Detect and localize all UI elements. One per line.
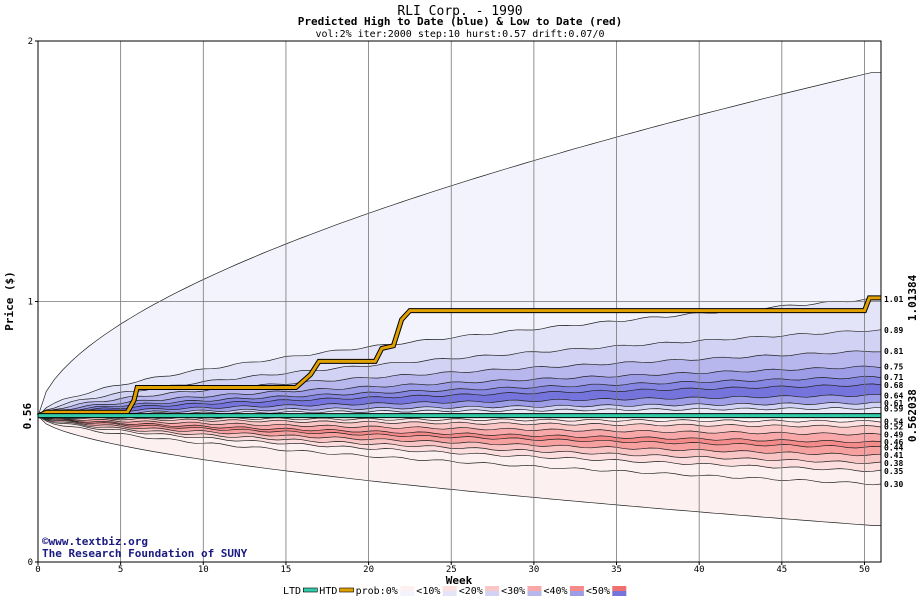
copyright-icon: © [42,535,49,548]
low-level-line [37,415,882,428]
level-label: 0.54 [884,417,903,426]
level-label: 0.46 [884,438,903,447]
legend-line-swatch [339,587,354,593]
level-label: 0.44 [884,443,903,452]
legend-swatch-high [442,591,457,596]
level-label: 0.41 [884,451,903,460]
legend-swatch-low [527,586,542,591]
high-level-line [37,383,882,417]
x-tick-label: 45 [776,565,787,575]
x-axis-label: Week [446,574,473,587]
level-label: 0.59 [884,404,903,413]
low-level-line [37,415,882,472]
low-level-line [37,415,882,444]
x-tick-label: 20 [363,565,374,575]
right-axis-value: 0.562038 [906,389,919,442]
legend-swatch-high [485,591,500,596]
high-level-line [37,401,882,417]
legend-label: <20% [459,586,483,597]
x-tick-label: 30 [528,565,539,575]
low-level-line [37,415,882,457]
legend-item: <50% [586,586,627,597]
x-tick-label: 10 [198,565,209,575]
level-label: 0.49 [884,430,903,439]
legend-item: <20% [459,586,500,597]
level-label: 0.75 [884,363,903,372]
legend-label: prob:0% [356,586,398,597]
grid [38,41,881,562]
legend-label: <10% [416,586,440,597]
low-level-line [37,415,882,449]
legend-label: HTD [319,586,337,597]
legend-swatch-high [569,591,584,596]
credit-org: The Research Foundation of SUNY [42,547,248,560]
level-label: 0.64 [884,391,903,400]
start-price-label: 0.56 [21,402,34,429]
legend-label: <40% [544,586,568,597]
legend-swatch-high [612,591,627,596]
legend-swatch-low [569,586,584,591]
y-axis-label: Price ($) [3,271,16,331]
low-level-line [37,415,882,465]
high-level-line [37,350,882,417]
probability-bands [37,71,882,526]
legend-item: <30% [501,586,542,597]
legend-line-swatch [302,587,318,593]
level-label: 0.81 [884,347,903,356]
level-label: 0.35 [884,467,903,476]
legend-swatch-low [442,586,457,591]
high-level-line [37,365,882,417]
x-tick-label: 50 [859,565,870,575]
legend-item: prob:0% [356,586,415,597]
legend-item: HTD [319,586,354,597]
low-level-line [37,415,881,526]
level-labels: 1.01 0.89 0.81 0.750.710.680.640.610.59 0.54… [884,295,903,489]
chart-params: vol:2% iter:2000 step:10 hurst:0.57 drif… [316,29,605,40]
x-tick-label: 15 [281,565,292,575]
chart-subtitle: Predicted High to Date (blue) & Low to D… [298,15,623,28]
low-level-line [37,415,882,486]
high-level-line [37,393,882,417]
y-tick-label: 1 [28,298,33,308]
legend-label: <50% [586,586,610,597]
high-level-line [37,71,881,417]
high-level-line [37,375,882,417]
x-tick-label: 25 [446,565,457,575]
chart-title: RLI Corp. - 1990 [397,4,522,19]
level-label: 0.61 [884,399,903,408]
y-axis-ticks: 0 1 2 [28,37,38,568]
level-label: 0.89 [884,326,903,335]
legend: LTD HTD prob:0% <10% <20% <30% <40% <50% [283,586,627,597]
legend-label: LTD [283,586,301,597]
level-label: 0.38 [884,459,903,468]
right-axis-values: 1.01384 0.562038 [906,274,919,442]
x-axis-ticks: 0 5 10 15 20 25 30 35 40 45 50 [35,562,870,575]
level-label: 1.01 [884,295,903,304]
x-tick-label: 5 [118,565,123,575]
credit-website: ©www.textbiz.org [42,535,148,548]
level-label: 0.71 [884,373,903,382]
legend-swatch-high [527,591,542,596]
x-tick-label: 0 [35,565,40,575]
legend-item: <10% [416,586,457,597]
series-line-htd [37,296,881,418]
legend-swatch-high [400,591,415,596]
legend-item: <40% [544,586,584,597]
x-tick-label: 35 [611,565,622,575]
y-tick-label: 0 [28,558,33,568]
legend-item: LTD [283,586,318,597]
series-lines [36,295,881,419]
x-tick-label: 40 [694,565,705,575]
legend-swatch-low [612,586,627,591]
level-label: 0.68 [884,381,903,390]
y-tick-label: 2 [28,37,33,47]
legend-label: <30% [501,586,525,597]
legend-swatch-low [400,586,415,591]
right-axis-value: 1.01384 [906,274,919,321]
level-label: 0.52 [884,423,903,432]
level-label: 0.30 [884,480,903,489]
legend-swatch-low [485,586,500,591]
low-level-line [37,415,882,436]
